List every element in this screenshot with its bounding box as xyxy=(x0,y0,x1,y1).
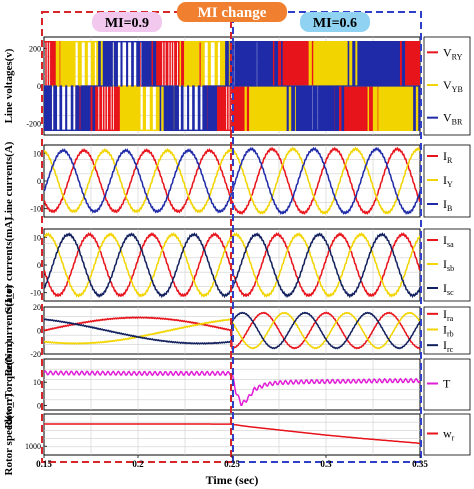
y-tick-label: 0 xyxy=(37,82,41,91)
header-title: MI change xyxy=(198,5,267,21)
legend-5: T xyxy=(423,358,471,411)
series-line-v-br xyxy=(44,41,420,131)
legend-label: Isa xyxy=(443,233,454,249)
overlay-layer: MI change MI=0.9 MI=0.6 xyxy=(41,2,422,463)
panel-3: 10 0 -10 Stator currents(mA) Isa Isb Isc xyxy=(3,217,471,313)
legend-label: IR xyxy=(443,149,453,165)
legend-label: Ira xyxy=(443,307,454,323)
legend-label: Irb xyxy=(443,323,454,339)
y-axis-label: Rotor speed(w_r) xyxy=(3,393,15,475)
x-tick-label: 0.15 xyxy=(36,459,52,469)
legend-1: VRY VYB VBR xyxy=(423,36,471,136)
legend-3: Isa Isb Isc xyxy=(423,228,471,302)
x-tick-label: 0.35 xyxy=(412,459,428,469)
header-badge xyxy=(177,2,287,22)
legend-label: Isb xyxy=(443,257,454,273)
panel-1: 200 0 -200 Line voltages(v) VRY VYB VBR xyxy=(3,36,471,136)
x-tick-label: 0.3 xyxy=(320,459,332,469)
legend-6: wr xyxy=(423,413,471,456)
y-tick-label: -10 xyxy=(30,205,41,214)
y-tick-label: 10 xyxy=(33,378,41,387)
left-region-tag xyxy=(92,12,162,32)
legend-label: T xyxy=(443,377,451,391)
y-tick-label: 0 xyxy=(37,327,41,336)
y-tick-label: 20 xyxy=(33,303,41,312)
y-tick-label: 10 xyxy=(33,149,41,158)
y-axis-label: Rotor currents(I_r) xyxy=(3,284,15,376)
left-region-label: MI=0.9 xyxy=(105,16,149,31)
y-axis-label: Line voltages(v) xyxy=(3,48,15,123)
legend-label: VRY xyxy=(443,45,463,61)
panel-2: 10 0 -10 Line currents(A) IR IY IB xyxy=(3,141,471,220)
y-tick-label: 1000 xyxy=(25,442,41,451)
y-axis-label: Line currents(A) xyxy=(3,141,15,220)
y-tick-label: 0 xyxy=(37,401,41,410)
legend-label: Irc xyxy=(443,338,454,354)
legend-label: VYB xyxy=(443,78,463,94)
y-axis-label: Stator currents(mA) xyxy=(3,217,15,313)
legend-label: wr xyxy=(443,427,455,443)
legend-label: Isc xyxy=(443,281,454,297)
y-tick-label: 0 xyxy=(37,177,41,186)
legend-label: IB xyxy=(443,197,452,213)
x-tick-label: 0.2 xyxy=(132,459,144,469)
legend-label: IY xyxy=(443,173,453,189)
right-region-label: MI=0.6 xyxy=(313,16,357,31)
x-axis-label: Time (sec) xyxy=(206,473,259,487)
y-tick-label: 0 xyxy=(37,261,41,270)
x-axis: 0.15 0.2 0.25 0.3 0.35 xyxy=(36,455,428,469)
y-tick-label: -10 xyxy=(30,289,41,298)
y-axis-label: Rotor Torque(Nm) xyxy=(3,340,15,428)
right-region-tag xyxy=(300,12,370,32)
legend-label: VBR xyxy=(443,111,463,127)
legend-2: IR IY IB xyxy=(423,144,471,218)
x-tick-label: 0.25 xyxy=(224,459,240,469)
y-tick-label: 200 xyxy=(29,44,41,53)
y-tick-label: 10 xyxy=(33,233,41,242)
y-tick-label: -200 xyxy=(26,120,41,129)
y-tick-label: -20 xyxy=(30,350,41,359)
